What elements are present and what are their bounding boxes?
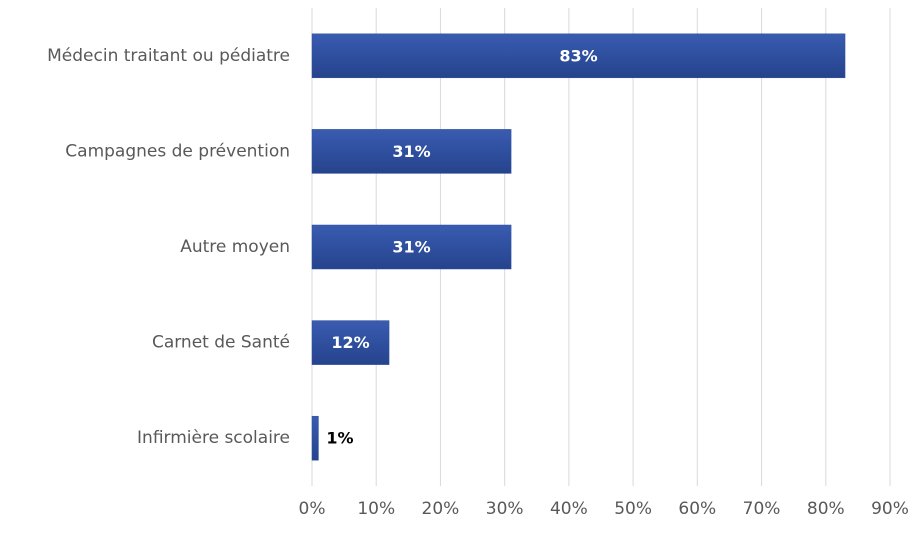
y-tick-label: Médecin traitant ou pédiatre <box>47 46 290 66</box>
x-tick-label: 70% <box>743 499 781 519</box>
value-label: 31% <box>392 142 430 161</box>
y-tick-label: Campagnes de prévention <box>65 141 290 161</box>
y-tick-label: Carnet de Santé <box>152 333 290 353</box>
y-tick-label: Infirmière scolaire <box>137 428 290 448</box>
bar <box>311 33 846 79</box>
bar <box>311 129 512 174</box>
value-label: 31% <box>392 238 430 257</box>
x-tick-label: 20% <box>422 499 460 519</box>
x-tick-label: 10% <box>357 499 395 519</box>
value-label: 1% <box>326 429 353 448</box>
value-label: 12% <box>331 333 369 352</box>
x-tick-label: 0% <box>299 499 326 519</box>
x-tick-label: 50% <box>614 499 652 519</box>
bar <box>311 224 512 270</box>
value-label: 83% <box>559 46 597 65</box>
x-tick-label: 90% <box>871 499 909 519</box>
x-tick-label: 30% <box>486 499 524 519</box>
x-tick-label: 40% <box>550 499 588 519</box>
x-tick-label: 60% <box>678 499 716 519</box>
bar <box>311 320 390 365</box>
x-tick-label: 80% <box>807 499 845 519</box>
y-tick-label: Autre moyen <box>180 237 290 257</box>
bar <box>311 415 319 461</box>
